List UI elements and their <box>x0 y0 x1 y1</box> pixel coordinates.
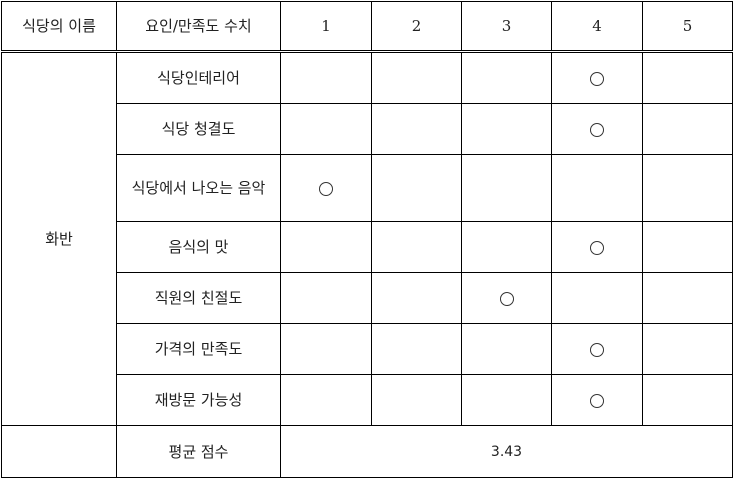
header-score-4: 4 <box>551 1 643 53</box>
score-cell-4 <box>551 272 643 324</box>
table-row: 화반 식당인테리어 <box>1 51 733 426</box>
score-cell-5 <box>642 374 733 426</box>
header-score-2: 2 <box>371 1 462 53</box>
score-cell-4 <box>551 51 643 104</box>
score-cell-2 <box>371 323 462 375</box>
factor-label: 식당인테리어 <box>116 51 281 104</box>
average-blank-cell <box>1 425 117 478</box>
score-cell-5 <box>642 154 733 222</box>
table-row: 재방문 가능성 <box>2 374 733 426</box>
selected-score-circle-icon <box>590 342 604 357</box>
score-cell-5 <box>642 323 733 375</box>
average-label: 평균 점수 <box>116 425 281 478</box>
score-cell-4 <box>551 374 643 426</box>
factor-label: 재방문 가능성 <box>116 374 281 426</box>
score-cell-1 <box>280 51 372 104</box>
score-cell-3 <box>461 323 552 375</box>
table-row: 식당 청결도 <box>2 103 733 155</box>
factor-label: 직원의 친절도 <box>116 272 281 324</box>
score-cell-3 <box>461 103 552 155</box>
header-score-5: 5 <box>642 1 733 53</box>
score-cell-1 <box>280 221 372 273</box>
header-row: 식당의 이름 요인/만족도 수치 1 2 3 4 5 <box>1 1 733 53</box>
table-row: 가격의 만족도 <box>2 323 733 375</box>
score-cell-4 <box>551 221 643 273</box>
score-cell-2 <box>371 154 462 222</box>
score-cell-5 <box>642 103 733 155</box>
score-cell-2 <box>371 374 462 426</box>
score-cell-1 <box>280 374 372 426</box>
average-row: 평균 점수 3.43 <box>1 425 733 478</box>
score-cell-1 <box>280 103 372 155</box>
score-cell-3 <box>461 154 552 222</box>
factor-label-text: 식당에서 나오는 음악 <box>131 179 266 197</box>
score-cell-5 <box>642 51 733 104</box>
score-cell-2 <box>371 221 462 273</box>
score-cell-2 <box>371 51 462 104</box>
header-score-3: 3 <box>461 1 552 53</box>
factor-label: 식당 청결도 <box>116 103 281 155</box>
header-restaurant-name: 식당의 이름 <box>1 1 117 53</box>
table-row: 식당에서 나오는 음악 <box>2 154 733 222</box>
score-cell-4 <box>551 154 643 222</box>
selected-score-circle-icon <box>590 71 604 86</box>
score-cell-3 <box>461 374 552 426</box>
score-cell-4 <box>551 323 643 375</box>
selected-score-circle-icon <box>319 181 333 196</box>
score-cell-4 <box>551 103 643 155</box>
score-cell-1 <box>280 323 372 375</box>
score-cell-5 <box>642 272 733 324</box>
selected-score-circle-icon <box>590 393 604 408</box>
average-value: 3.43 <box>280 425 733 478</box>
score-cell-5 <box>642 221 733 273</box>
table-row: 직원의 친절도 <box>2 272 733 324</box>
selected-score-circle-icon <box>590 122 604 137</box>
selected-score-circle-icon <box>499 291 514 306</box>
score-cell-1 <box>280 154 372 222</box>
score-cell-2 <box>371 272 462 324</box>
factor-label: 음식의 맛 <box>116 221 281 273</box>
selected-score-circle-icon <box>590 240 604 255</box>
factor-label: 식당에서 나오는 음악 <box>116 154 281 222</box>
restaurant-name-cell: 화반 <box>1 51 117 426</box>
factor-label: 가격의 만족도 <box>116 323 281 375</box>
score-cell-2 <box>371 103 462 155</box>
score-cell-3 <box>461 272 552 324</box>
score-cell-3 <box>461 51 552 104</box>
score-cell-1 <box>280 272 372 324</box>
header-factor-score: 요인/만족도 수치 <box>116 1 281 53</box>
score-cell-3 <box>461 221 552 273</box>
header-score-1: 1 <box>280 1 372 53</box>
